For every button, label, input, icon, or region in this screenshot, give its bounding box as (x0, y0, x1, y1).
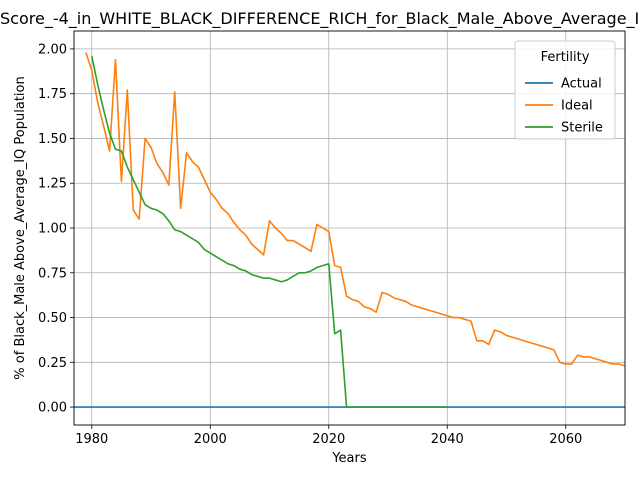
y-tick-label: 1.75 (38, 87, 67, 102)
y-tick-label: 0.00 (38, 401, 67, 416)
legend-title: Fertility (541, 50, 590, 65)
x-tick-label: 2000 (194, 432, 227, 447)
legend-label-ideal: Ideal (561, 99, 593, 114)
y-tick-label: 1.25 (38, 177, 67, 192)
chart-title: Score_-4_in_WHITE_BLACK_DIFFERENCE_RICH_… (0, 9, 640, 29)
series-line-sterile (92, 56, 447, 407)
legend: Fertility Actual Ideal Sterile (515, 41, 615, 139)
y-tick-label: 1.00 (38, 222, 67, 237)
legend-label-sterile: Sterile (561, 121, 603, 136)
y-tick-label: 1.50 (38, 132, 67, 147)
x-tick-label: 2040 (431, 432, 464, 447)
x-axis-label: Years (331, 451, 367, 466)
x-tick-label: 2060 (549, 432, 582, 447)
x-tick-label: 1980 (75, 432, 108, 447)
x-tick-label: 2020 (312, 432, 345, 447)
y-tick-label: 0.50 (38, 311, 67, 326)
y-tick-label: 2.00 (38, 42, 67, 57)
y-tick-label: 0.75 (38, 266, 67, 281)
y-axis: 0.00 0.25 0.50 0.75 1.00 1.25 1.50 1.75 2.00 (38, 42, 74, 415)
y-tick-label: 0.25 (38, 356, 67, 371)
legend-label-actual: Actual (561, 77, 602, 92)
y-axis-label: % of Black_Male Above_Average_IQ Populat… (13, 76, 28, 379)
x-axis: 1980 2000 2020 2040 2060 (75, 425, 582, 447)
